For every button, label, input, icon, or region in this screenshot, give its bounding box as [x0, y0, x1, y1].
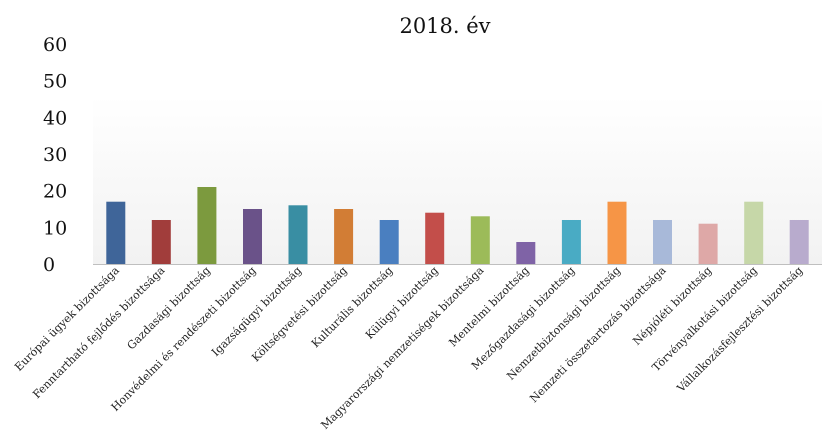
x-tick-label: Kulturális bizottság — [309, 264, 395, 350]
bar — [288, 205, 308, 264]
bar — [151, 220, 171, 264]
x-tick-label: Gazdasági bizottság — [125, 264, 213, 352]
y-tick-label: 0 — [43, 254, 55, 276]
x-tick-label: Igazságügyi bizottság — [209, 264, 304, 359]
y-tick-label: 50 — [43, 71, 67, 93]
y-tick-label: 10 — [43, 217, 67, 239]
bar — [789, 220, 809, 264]
bar — [470, 216, 490, 264]
bar — [243, 209, 262, 264]
bar — [516, 242, 536, 264]
bar — [334, 209, 354, 264]
bar — [197, 187, 217, 264]
bar — [607, 201, 627, 264]
bar — [561, 220, 581, 264]
bar — [744, 201, 764, 264]
bar — [698, 223, 718, 264]
chart-title: 2018. év — [399, 14, 490, 38]
x-tick-label: Népjóléti bizottság — [630, 264, 714, 348]
bar — [425, 212, 445, 264]
bar-series — [106, 187, 809, 264]
bar — [653, 220, 672, 264]
y-tick-label: 40 — [43, 107, 67, 129]
bar — [379, 220, 399, 264]
bar — [106, 201, 126, 264]
y-tick-label: 20 — [43, 181, 67, 203]
x-tick-label: Magyarországi nemzetiségek bizottsága — [318, 264, 486, 432]
x-tick-label: Mentelmi bizottság — [446, 264, 531, 349]
y-tick-label: 30 — [43, 144, 67, 166]
y-tick-label: 60 — [43, 34, 67, 56]
y-axis: 0 10 20 30 40 50 60 — [43, 34, 67, 276]
